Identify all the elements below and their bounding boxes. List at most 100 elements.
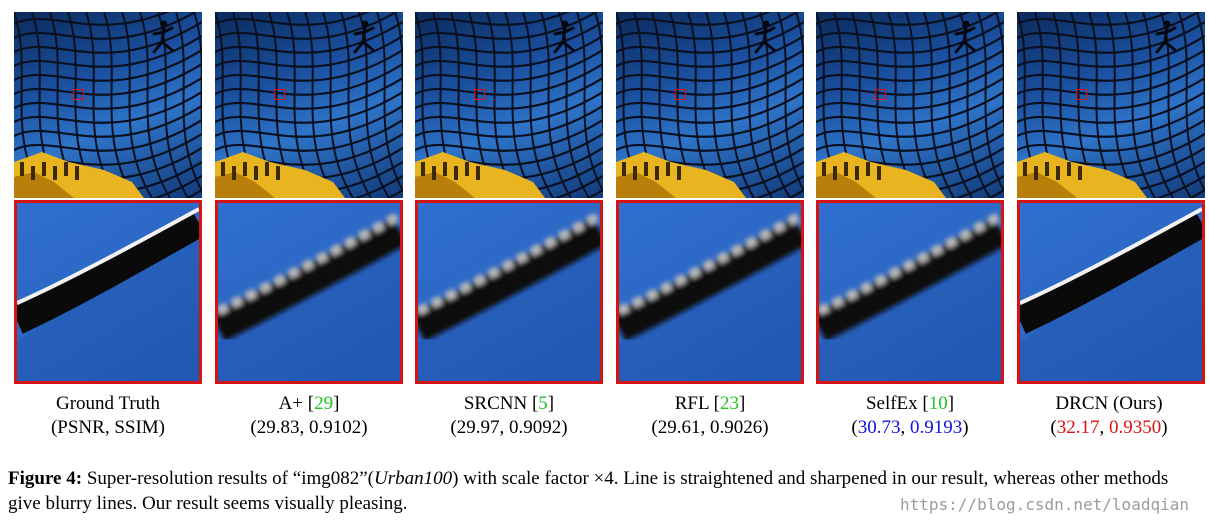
facade-line [193,12,202,135]
facade-line [816,12,972,26]
facade-line [1106,12,1138,198]
facade-line [1017,49,1205,82]
panel-caption-drcn: DRCN (Ours) (32.17, 0.9350) [1009,392,1209,440]
scene-drawing [14,12,202,198]
citation-link[interactable]: 23 [719,393,739,414]
figure-head [962,20,970,28]
roi-box [875,89,886,100]
dark-line [819,217,1001,342]
facade-line [816,63,1004,96]
building-window [677,166,681,180]
facade-line [1017,77,1205,110]
facade-line [1017,63,1205,96]
building-window [20,162,24,176]
facade-line [175,12,202,193]
building-window [276,166,280,180]
method-name: A+ [ [278,393,315,414]
facade-line [1017,35,1205,68]
scene-image [616,12,804,198]
blurred-line-group [619,211,801,342]
citation-link[interactable]: 29 [314,393,334,414]
scene-image [1017,12,1205,198]
building-shadow [14,172,74,198]
facade-line [415,21,603,54]
facade-line [705,12,737,198]
facade-line [215,21,403,54]
scene-image [14,12,202,198]
facade-line [215,49,403,82]
facade-line [1142,12,1174,198]
building-window [622,162,626,176]
building-shadow [616,172,676,198]
method-name: SRCNN [ [463,393,539,414]
facade-line [1196,12,1205,135]
facade-line [941,12,973,198]
facade-line [616,35,804,68]
facade-line [215,91,403,124]
figure-body [353,25,375,54]
facade-line [340,12,372,198]
building-window [432,166,436,180]
building-window [1045,162,1049,176]
building-window [844,162,848,176]
facade-line [215,63,403,96]
building-window [866,162,870,176]
figure-label: Figure 4: [8,468,83,489]
roi-box [1076,89,1087,100]
zoom-crop [1017,200,1205,384]
psnr-value: 32.17 [1056,417,1100,438]
dark-line [619,217,801,342]
ssim-value: 0.9193 [910,417,963,438]
facade-line [816,49,1004,82]
zoom-drawing [1020,207,1202,381]
panel-ground-truth [14,12,202,384]
building-window [644,162,648,176]
blurred-line-group [819,211,1001,342]
dark-line [218,217,400,342]
highlight-line [619,211,801,316]
facade-line [415,35,603,68]
facade-line [616,49,804,82]
zoom-drawing [418,211,600,381]
building-window [265,162,269,176]
building-window [833,166,837,180]
citation-link[interactable]: 10 [928,393,948,414]
citation-link[interactable]: 5 [538,393,548,414]
building-window [822,162,826,176]
figure-head [561,20,569,28]
building-window [633,166,637,180]
highlight-line [1020,207,1202,305]
watermark: https://blog.csdn.net/loadqian [900,495,1189,514]
facade-line [777,12,804,193]
method-name: SelfEx [ [865,393,929,414]
facade-line [816,77,1004,110]
roi-box [73,89,84,100]
facade-line [415,105,603,138]
facade-line [816,105,1004,138]
facade-line [816,21,1004,54]
facade-line [522,12,554,198]
facade-line [540,12,572,198]
panel-selfex [816,12,1004,384]
roi-box [274,89,285,100]
building-window [75,166,79,180]
psnr-value: 30.73 [857,417,901,438]
scene-drawing [215,12,403,198]
blurred-line-group [418,211,600,342]
panel-srcnn [415,12,603,384]
facade-line [1017,105,1205,138]
roi-box [474,89,485,100]
dark-line [17,210,199,334]
facade-line [1017,12,1201,40]
facade-line [816,35,1004,68]
facade-line [616,63,804,96]
figure-body [754,25,776,54]
ssim-value: 0.9102 [309,417,362,438]
facade-line [616,105,804,138]
building-window [421,162,425,176]
figure-caption: Figure 4: Super-resolution results of “i… [8,466,1203,516]
panel-rfl [616,12,804,384]
panel-caption-ground-truth: Ground Truth (PSNR, SSIM) [8,392,208,440]
highlight-line [819,211,1001,316]
building-window [31,166,35,180]
